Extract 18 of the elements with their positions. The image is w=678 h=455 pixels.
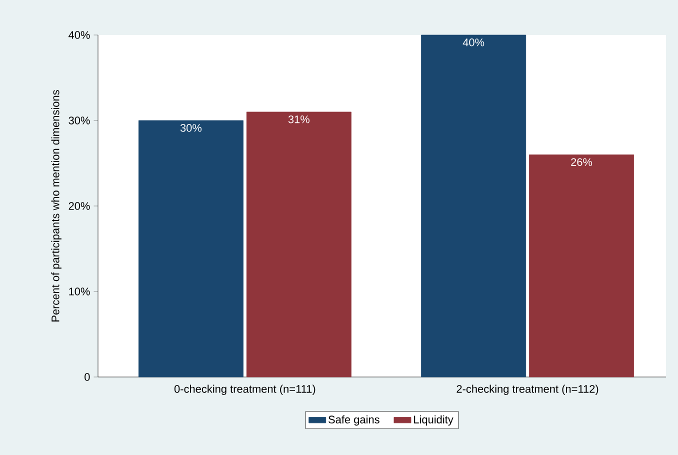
y-tick-label: 30%: [68, 116, 90, 124]
bar: [529, 154, 634, 378]
y-tick-label: 0: [84, 373, 90, 381]
data-label: 40%: [462, 38, 484, 46]
data-label: 31%: [288, 115, 310, 124]
bar: [246, 112, 352, 378]
x-tick-label: 0-checking treatment (n=111): [174, 384, 316, 395]
legend-label: Safe gains: [328, 415, 380, 426]
legend-label: Liquidity: [414, 415, 454, 426]
x-tick-label: 2-checking treatment (n=112): [456, 384, 598, 395]
y-axis-title: Percent of participants who mention dimensions: [51, 90, 62, 322]
y-tick-label: 40%: [68, 31, 90, 39]
data-label: 30%: [180, 124, 202, 132]
bar: [421, 34, 526, 378]
bar: [138, 120, 244, 378]
y-tick-label: 20%: [68, 202, 90, 210]
data-label: 26%: [571, 158, 592, 166]
y-tick-label: 10%: [69, 288, 90, 296]
